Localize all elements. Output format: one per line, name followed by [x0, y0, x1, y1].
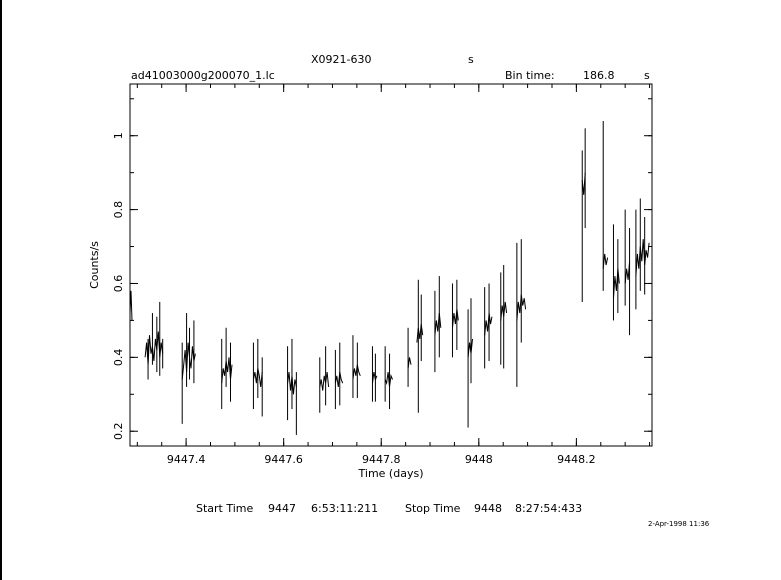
light-curve-segment: [181, 342, 196, 380]
start-time-label: Start Time: [196, 502, 254, 515]
filename-label: ad41003000g200070_1.lc: [131, 69, 275, 82]
light-curve-segment: [287, 372, 297, 395]
x-tick-label: 9447.8: [362, 453, 401, 466]
light-curve-segment: [416, 324, 424, 343]
y-axis-label: Counts/s: [88, 241, 101, 289]
light-curve-segment: [434, 312, 442, 336]
light-curve-segment: [319, 372, 330, 391]
light-curve-segment: [352, 364, 361, 380]
light-curve-segment: [372, 372, 378, 384]
light-curve-segment: [252, 368, 263, 387]
light-curve-segment: [384, 372, 393, 387]
light-curve-segment: [635, 239, 650, 277]
light-curve-segment: [602, 253, 609, 269]
x-tick-label: 9447.4: [167, 453, 206, 466]
light-curve-segment: [624, 261, 631, 284]
source-title: X0921-630: [311, 53, 372, 66]
start-time-day: 9447: [268, 502, 296, 515]
bin-time-unit: s: [644, 69, 650, 82]
light-curve-segment: [484, 312, 493, 336]
light-curve-segment: [221, 357, 233, 384]
y-tick-label: 0.8: [112, 201, 125, 219]
y-tick-label: 0.2: [112, 422, 125, 440]
light-curve-segment: [144, 331, 164, 365]
x-tick-label: 9448.2: [557, 453, 596, 466]
light-curve-segment: [500, 301, 508, 321]
start-time-value: 6:53:11:211: [311, 502, 379, 515]
plot-frame: [129, 83, 653, 447]
light-curve-segment: [467, 338, 473, 358]
window-left-edge: [0, 0, 2, 580]
light-curve-segment: [334, 372, 344, 387]
light-curve-segment: [613, 268, 620, 299]
x-axis-label: Time (days): [358, 467, 424, 480]
y-tick-label: 0.4: [112, 349, 125, 367]
bin-time-value: 186.8: [583, 69, 615, 82]
y-tick-label: 0.6: [112, 275, 125, 293]
light-curve-segment: [581, 172, 586, 195]
date-stamp: 2-Apr-1998 11:36: [648, 520, 710, 528]
stop-time-label: Stop Time: [405, 502, 461, 515]
light-curve-segment: [516, 294, 527, 321]
light-curve-segment: [452, 309, 459, 328]
stop-time-value: 8:27:54:433: [515, 502, 583, 515]
x-tick-label: 9448: [465, 453, 493, 466]
light-curve-segment: [129, 290, 133, 321]
light-curve-segment: [407, 357, 412, 369]
bin-time-label: Bin time:: [505, 69, 555, 82]
y-tick-label: 1: [112, 132, 125, 139]
source-unit: s: [468, 53, 474, 66]
x-tick-label: 9447.6: [264, 453, 303, 466]
stop-time-day: 9448: [474, 502, 502, 515]
